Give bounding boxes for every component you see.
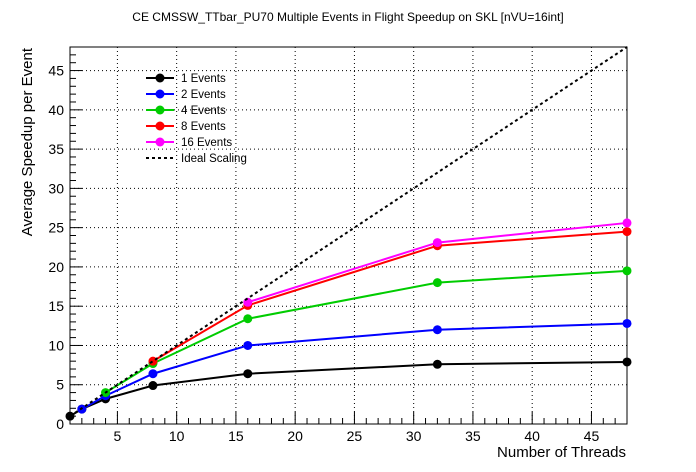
axis-ticks: 0 5 10 15 20 25 30 35 40 45 5 10 15 20 25 30 35 40 45 <box>48 46 628 444</box>
legend-label: 16 Events <box>181 137 232 149</box>
legend-marker <box>155 73 165 83</box>
series-layer <box>65 46 632 421</box>
data-point <box>148 369 158 379</box>
legend-label: 4 Events <box>181 105 226 117</box>
data-point <box>432 325 442 335</box>
legend-label: Ideal Scaling <box>181 153 247 165</box>
legend-marker <box>155 137 165 147</box>
y-axis-label: Average Speedup per Event <box>19 47 36 236</box>
y-tick-label: 25 <box>48 220 64 236</box>
data-point <box>432 238 442 248</box>
y-tick-label: 20 <box>48 259 64 275</box>
x-tick-label: 15 <box>228 428 244 444</box>
x-tick-label: 40 <box>524 428 540 444</box>
series-line <box>81 322 628 410</box>
x-tick-label: 5 <box>114 428 122 444</box>
y-tick-label: 10 <box>48 337 64 353</box>
legend-marker <box>155 89 165 99</box>
data-point <box>622 218 632 228</box>
legend-label: 2 Events <box>181 89 226 101</box>
x-axis-label: Number of Threads <box>497 444 626 461</box>
data-point <box>432 359 442 369</box>
y-tick-label: 5 <box>56 377 64 393</box>
x-tick-label: 10 <box>169 428 185 444</box>
grid <box>70 47 627 424</box>
y-tick-label: 35 <box>48 141 64 157</box>
data-point <box>622 318 632 328</box>
x-tick-label: 25 <box>347 428 363 444</box>
data-point <box>148 381 158 391</box>
series-line <box>152 230 628 363</box>
data-point <box>622 357 632 367</box>
series-3 <box>148 227 632 366</box>
series-2 <box>101 266 632 398</box>
data-point <box>622 227 632 237</box>
chart-title: CE CMSSW_TTbar_PU70 Multiple Events in F… <box>132 10 563 24</box>
data-point <box>243 340 253 350</box>
legend: 1 Events 2 Events 4 Events 8 Events 16 Event… <box>146 73 247 165</box>
legend-label: 1 Events <box>181 73 226 85</box>
data-point <box>622 266 632 276</box>
y-tick-label: 30 <box>48 180 64 196</box>
y-tick-label: 15 <box>48 298 64 314</box>
legend-marker <box>155 105 165 115</box>
y-tick-label: 45 <box>48 63 64 79</box>
x-tick-label: 20 <box>287 428 303 444</box>
series-line <box>105 269 628 394</box>
x-tick-label: 30 <box>406 428 422 444</box>
y-tick-label: 40 <box>48 102 64 118</box>
legend-marker <box>155 121 165 131</box>
data-point <box>432 278 442 288</box>
series-4 <box>243 218 632 307</box>
y-tick-label: 0 <box>56 416 64 432</box>
x-tick-label: 35 <box>465 428 481 444</box>
legend-label: 8 Events <box>181 121 226 133</box>
data-point <box>243 314 253 324</box>
x-tick-label: 45 <box>584 428 600 444</box>
data-point <box>243 369 253 379</box>
